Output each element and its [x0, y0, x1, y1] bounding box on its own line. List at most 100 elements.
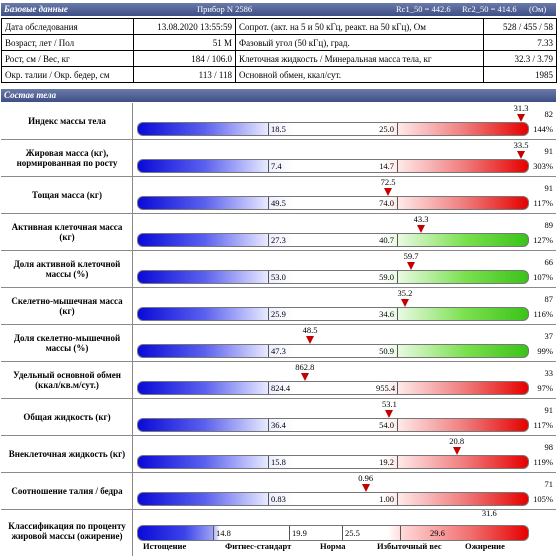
basic-value: 184 / 106.0 — [133, 50, 236, 67]
composition-row: Соотношение талия / бедра 0.83 1.00 0.96 71 1… — [1, 473, 556, 510]
norm-low-line — [268, 197, 269, 209]
marker-triangle-icon — [384, 188, 393, 196]
threshold-value: 19.9 — [292, 528, 307, 538]
value-marker: 53.1 — [374, 400, 404, 418]
category-label: Избыточный вес — [377, 541, 442, 551]
measured-value: 59.7 — [403, 251, 419, 261]
metric-label: Тощая масса (кг) — [31, 190, 102, 200]
norm-low-value: 824.4 — [271, 383, 291, 393]
body-composition-rows: Индекс массы тела 18.5 25.0 31.3 82 144% Жиров… — [1, 103, 556, 556]
norm-low-line — [268, 493, 269, 505]
norm-high-line — [397, 382, 398, 394]
basic-row: Окр. талии / Окр. бедер, см 113 / 118 Ос… — [1, 66, 557, 83]
composition-row: Доля скелетно-мышечной массы (%) 47.3 50.9… — [1, 325, 556, 362]
value-marker: 43.3 — [406, 215, 436, 233]
norm-high-value: 34.6 — [379, 309, 394, 319]
value-marker: 35.2 — [390, 289, 420, 307]
basic-value: 113 / 118 — [133, 66, 236, 83]
marker-triangle-icon — [385, 410, 394, 418]
norm-high-line — [397, 160, 398, 172]
device-number: Прибор N 2586 — [197, 4, 253, 14]
percent-of-norm: 144% — [533, 124, 553, 134]
percent-of-norm: 117% — [533, 420, 553, 430]
measured-value: 31.3 — [513, 103, 529, 113]
basic-label: Основной обмен, ккал/сут. — [235, 66, 484, 83]
basic-label: Дата обследования — [1, 18, 134, 35]
column-divider — [132, 177, 133, 213]
basic-value: 7.33 — [483, 34, 557, 51]
classification-bar: 14.8 19.9 25.5 29.6 — [137, 525, 529, 541]
basic-value: 528 / 455 / 58 — [483, 18, 557, 35]
composition-row: Активная клеточная масса (кг) 27.3 40.7 43.… — [1, 214, 556, 251]
measured-value: 35.2 — [397, 288, 413, 298]
marker-triangle-icon — [407, 262, 416, 270]
body-composition-header: Состав тела — [1, 89, 556, 102]
basic-row: Возраст, лет / Пол 51 М Фазовый угол (50… — [1, 34, 557, 51]
basic-label: Возраст, лет / Пол — [1, 34, 134, 51]
norm-high-value: 74.0 — [379, 198, 394, 208]
norm-low-line — [268, 234, 269, 246]
composition-row: Индекс массы тела 18.5 25.0 31.3 82 144% — [1, 103, 556, 140]
percentile-value: 82 — [544, 109, 554, 119]
metric-bar: 7.4 14.7 — [137, 159, 529, 173]
norm-low-value: 7.4 — [271, 161, 282, 171]
unit-ohm: (Ом) — [529, 4, 547, 14]
norm-high-line — [397, 123, 398, 135]
norm-low-value: 53.0 — [271, 272, 286, 282]
norm-low-line — [268, 345, 269, 357]
threshold-line — [213, 526, 214, 540]
threshold-line — [400, 526, 401, 540]
metric-label: Внеклеточная жидкость (кг) — [8, 449, 126, 459]
percent-of-norm: 97% — [537, 383, 553, 393]
column-divider — [132, 362, 133, 398]
column-divider — [132, 325, 133, 361]
percentile-value: 87 — [544, 294, 554, 304]
percent-of-norm: 119% — [533, 457, 553, 467]
basic-data-header: Базовые данные Прибор N 2586 Rc1_50 = 44… — [1, 3, 556, 16]
percentile-value: 33 — [544, 368, 554, 378]
classification-marker: 31.6 — [474, 509, 504, 518]
percent-of-norm: 117% — [533, 198, 553, 208]
percentile-value: 66 — [544, 257, 554, 267]
norm-low-value: 27.3 — [271, 235, 286, 245]
norm-high-line — [397, 345, 398, 357]
basic-value: 32.3 / 3.79 — [483, 50, 557, 67]
metric-label: Общая жидкость (кг) — [23, 412, 111, 422]
percent-of-norm: 107% — [533, 272, 553, 282]
norm-low-value: 15.8 — [271, 457, 286, 467]
norm-high-value: 19.2 — [379, 457, 394, 467]
metric-bar: 15.8 19.2 — [137, 455, 529, 469]
body-composition-title: Состав тела — [4, 90, 57, 100]
norm-high-value: 50.9 — [379, 346, 394, 356]
norm-low-line — [268, 160, 269, 172]
column-divider — [132, 140, 133, 176]
norm-low-line — [268, 382, 269, 394]
norm-high-line — [397, 308, 398, 320]
measured-value: 53.1 — [381, 399, 397, 409]
rc1-value: Rc1_50 = 442.6 — [396, 4, 451, 14]
marker-triangle-icon — [417, 225, 426, 233]
metric-bar: 0.83 1.00 — [137, 492, 529, 506]
basic-data-title: Базовые данные — [4, 4, 68, 14]
percentile-value: 91 — [544, 405, 554, 415]
basic-data-table: Дата обследования 13.08.2020 13:55:59 Со… — [1, 18, 557, 83]
metric-bar: 27.3 40.7 — [137, 233, 529, 247]
category-label: Ожирение — [465, 541, 505, 551]
norm-low-line — [268, 123, 269, 135]
rc2-value: Rc2_50 = 414.6 — [462, 4, 517, 14]
value-marker: 20.8 — [442, 437, 472, 455]
norm-high-line — [397, 197, 398, 209]
basic-label: Клеточная жидкость / Минеральная масса т… — [235, 50, 484, 67]
norm-low-value: 25.9 — [271, 309, 286, 319]
norm-low-value: 18.5 — [271, 124, 286, 134]
norm-high-line — [397, 271, 398, 283]
value-marker: 59.7 — [396, 252, 426, 270]
norm-low-line — [268, 456, 269, 468]
marker-triangle-icon — [517, 151, 525, 159]
classification-label: Классификация по проценту жировой массы … — [8, 521, 126, 541]
norm-low-value: 0.83 — [271, 494, 286, 504]
category-label: Фитнес-стандарт — [225, 541, 292, 551]
fat-classification-row: Классификация по проценту жировой массы … — [1, 509, 556, 556]
basic-label: Фазовый угол (50 кГц), град. — [235, 34, 484, 51]
metric-label: Активная клеточная масса (кг) — [11, 222, 123, 242]
